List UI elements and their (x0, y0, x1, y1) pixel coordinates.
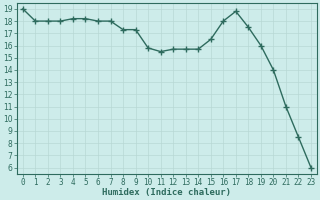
X-axis label: Humidex (Indice chaleur): Humidex (Indice chaleur) (102, 188, 231, 197)
